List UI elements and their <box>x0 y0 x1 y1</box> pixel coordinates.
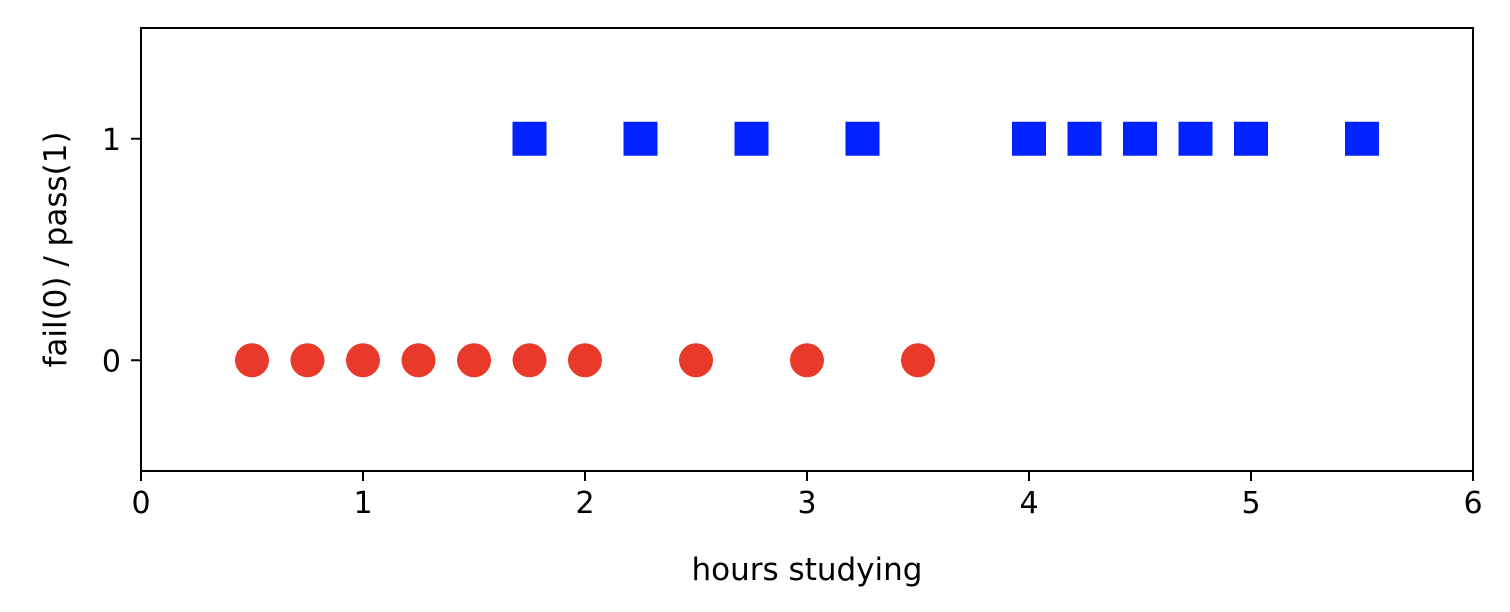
pass-point <box>1178 121 1213 156</box>
y-tick-label: 0 <box>102 344 121 379</box>
fail-point <box>235 343 269 378</box>
pass-point <box>1345 121 1379 156</box>
marks-layer <box>235 121 1379 378</box>
x-axis-label: hours studying <box>692 552 923 588</box>
fail-point <box>901 343 935 378</box>
pass-point <box>1123 121 1157 156</box>
pass-point <box>623 121 658 156</box>
fail-point <box>290 343 325 378</box>
x-tick-label: 5 <box>1241 486 1260 521</box>
fail-point <box>346 343 380 378</box>
fail-point <box>457 343 491 378</box>
pass-point <box>512 121 547 156</box>
x-axis-ticks: 0 1 2 3 4 5 6 <box>131 471 1483 521</box>
x-tick-label: 0 <box>131 486 150 521</box>
plot-frame <box>140 27 1474 472</box>
fail-point <box>568 343 602 378</box>
fail-point <box>401 343 436 378</box>
fail-point <box>512 343 547 378</box>
x-tick-label: 4 <box>1019 486 1038 521</box>
fail-point <box>790 343 824 378</box>
y-tick-label: 1 <box>102 123 121 158</box>
y-axis-label: fail(0) / pass(1) <box>38 131 74 367</box>
pass-point <box>845 121 880 156</box>
x-tick-label: 1 <box>353 486 372 521</box>
pass-point <box>734 121 769 156</box>
y-axis-ticks: 01 <box>102 123 141 379</box>
x-tick-label: 3 <box>797 486 816 521</box>
axes-layer <box>140 27 1474 472</box>
fail-point <box>679 343 713 378</box>
pass-point <box>1067 121 1102 156</box>
pass-point <box>1234 121 1268 156</box>
pass-point <box>1012 121 1046 156</box>
x-tick-label: 6 <box>1463 486 1482 521</box>
x-tick-label: 2 <box>575 486 594 521</box>
